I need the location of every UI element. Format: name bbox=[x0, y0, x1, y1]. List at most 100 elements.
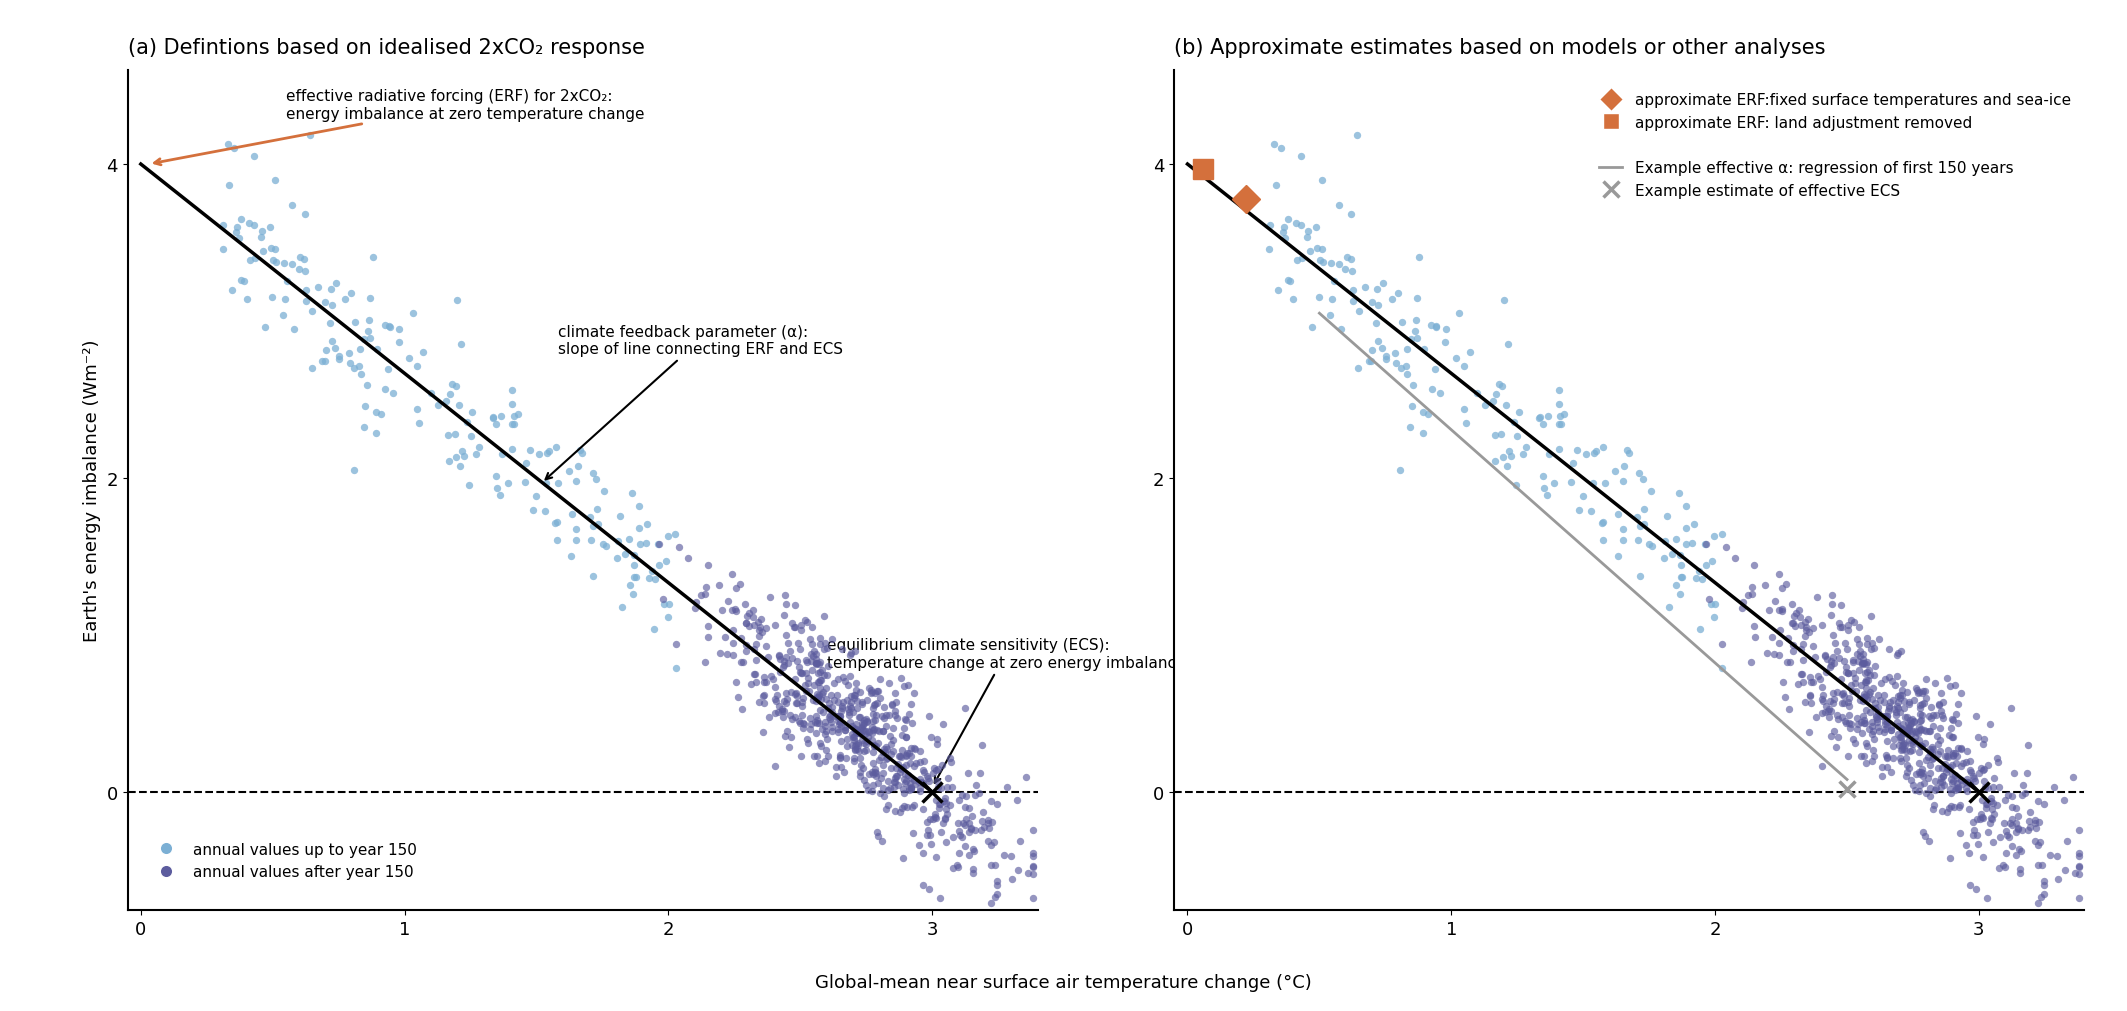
Point bbox=[1368, 349, 1402, 365]
Point bbox=[1015, 857, 1049, 874]
Point bbox=[1950, 784, 1984, 800]
Point bbox=[976, 814, 1010, 830]
Point bbox=[1489, 458, 1523, 474]
Point bbox=[451, 478, 485, 494]
Point bbox=[1882, 729, 1916, 745]
Point bbox=[1838, 675, 1872, 692]
Point bbox=[1799, 589, 1833, 606]
Point bbox=[1668, 498, 1702, 515]
Point bbox=[832, 676, 866, 693]
Point bbox=[800, 715, 834, 731]
Point bbox=[1653, 600, 1687, 616]
Point bbox=[844, 732, 878, 748]
Point bbox=[842, 750, 876, 766]
Point bbox=[1259, 178, 1293, 194]
Point bbox=[723, 576, 757, 592]
Point bbox=[1980, 750, 2014, 766]
Point bbox=[1806, 686, 1840, 703]
Point bbox=[906, 764, 940, 780]
Point bbox=[479, 469, 513, 485]
Text: climate feedback parameter (α):
slope of line connecting ERF and ECS: climate feedback parameter (α): slope of… bbox=[547, 325, 842, 480]
Point bbox=[842, 709, 876, 725]
Point bbox=[1929, 804, 1963, 820]
Point bbox=[1857, 680, 1891, 697]
Point bbox=[929, 801, 964, 817]
Point bbox=[1942, 800, 1976, 816]
Point bbox=[827, 764, 861, 780]
Point bbox=[400, 359, 434, 375]
Point bbox=[898, 685, 932, 702]
Point bbox=[1887, 737, 1921, 753]
Point bbox=[774, 684, 808, 701]
Point bbox=[1927, 756, 1961, 772]
Point bbox=[747, 688, 781, 705]
Point bbox=[815, 631, 849, 647]
Point bbox=[1936, 765, 1970, 782]
Point bbox=[808, 641, 842, 657]
Point bbox=[1863, 693, 1897, 709]
Point bbox=[1651, 509, 1685, 525]
Point bbox=[1880, 700, 1914, 716]
Point bbox=[1838, 614, 1872, 630]
Point bbox=[1393, 332, 1427, 348]
Point bbox=[2002, 821, 2036, 837]
Point bbox=[602, 534, 636, 550]
Point bbox=[1808, 705, 1842, 721]
Point bbox=[1838, 735, 1872, 751]
Point bbox=[2063, 858, 2097, 875]
Point bbox=[1857, 748, 1891, 764]
Point bbox=[2063, 845, 2097, 861]
Point bbox=[925, 815, 959, 831]
Point bbox=[1565, 489, 1600, 506]
Point bbox=[1940, 775, 1974, 792]
Point bbox=[834, 645, 868, 661]
Point bbox=[834, 648, 868, 664]
Point bbox=[759, 679, 793, 696]
Point bbox=[757, 692, 791, 708]
Point bbox=[1953, 762, 1987, 778]
Point bbox=[1802, 671, 1836, 687]
Point bbox=[1544, 417, 1578, 433]
Point bbox=[689, 579, 723, 595]
Text: Global-mean near surface air temperature change (°C): Global-mean near surface air temperature… bbox=[815, 973, 1312, 991]
Point bbox=[1491, 444, 1525, 460]
Point bbox=[1842, 636, 1876, 652]
Point bbox=[255, 290, 289, 306]
Point bbox=[838, 687, 872, 704]
Point bbox=[1921, 737, 1955, 753]
Point bbox=[815, 720, 849, 736]
Point bbox=[1542, 396, 1576, 412]
Point bbox=[1910, 786, 1944, 802]
Point bbox=[1785, 617, 1819, 633]
Point bbox=[1987, 815, 2021, 831]
Point bbox=[1861, 704, 1895, 720]
Point bbox=[806, 667, 840, 683]
Point bbox=[1919, 708, 1953, 724]
Point bbox=[1355, 354, 1389, 370]
Point bbox=[1829, 659, 1863, 675]
Point bbox=[966, 737, 1000, 753]
Point bbox=[1908, 828, 1942, 844]
Point bbox=[904, 773, 938, 790]
Point bbox=[1819, 739, 1853, 755]
Point bbox=[1459, 386, 1493, 402]
Point bbox=[872, 708, 906, 724]
Point bbox=[1904, 700, 1938, 716]
Point bbox=[864, 769, 898, 786]
Point bbox=[1906, 765, 1940, 782]
Point bbox=[1948, 754, 1982, 770]
Point bbox=[1857, 700, 1891, 716]
Point bbox=[636, 563, 670, 579]
Point bbox=[1855, 635, 1889, 651]
Point bbox=[1844, 715, 1878, 731]
Point bbox=[1967, 731, 2002, 747]
Point bbox=[1361, 334, 1395, 350]
Point bbox=[1855, 727, 1889, 743]
Point bbox=[313, 281, 347, 297]
Point bbox=[2004, 788, 2038, 804]
Point bbox=[1876, 692, 1910, 708]
Point bbox=[823, 747, 857, 763]
Point bbox=[857, 776, 891, 793]
Point bbox=[906, 802, 940, 818]
Point bbox=[802, 656, 836, 672]
